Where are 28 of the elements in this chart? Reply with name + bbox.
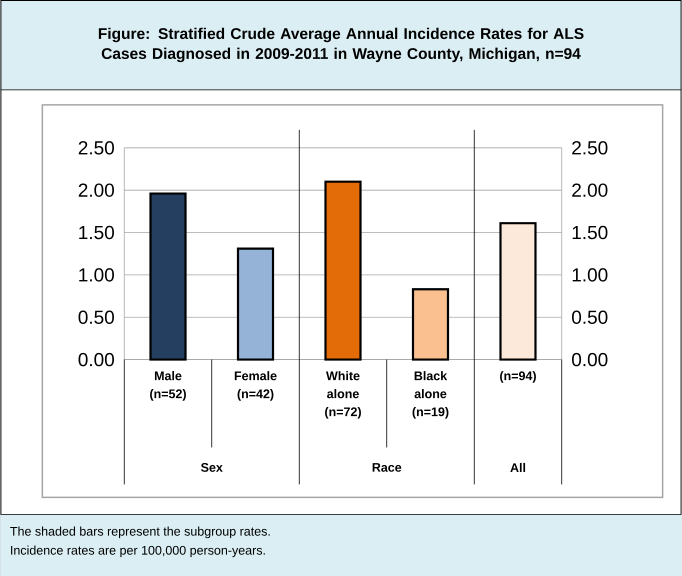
bar <box>236 247 274 361</box>
y-tick-label: 0.50 <box>78 310 114 324</box>
x-tick-label: Black alone (n=19) <box>412 370 448 419</box>
y2-tick-label: 1.00 <box>572 268 608 282</box>
text: Race <box>372 462 402 472</box>
bar <box>324 180 362 361</box>
bar <box>412 288 450 361</box>
y2-tick-label: 2.00 <box>572 183 608 197</box>
y2-tick-label: 2.50 <box>572 140 608 154</box>
y-tick-label: 2.00 <box>78 183 114 197</box>
text: Incidence rates are per 100,000 person-years. <box>11 545 265 557</box>
x-tick-label: White alone (n=72) <box>325 370 361 419</box>
y-tick-label: 1.00 <box>79 268 114 282</box>
y2-tick-label: 0.50 <box>572 310 608 324</box>
x-tick-label: Male (n=52) <box>150 370 186 401</box>
y-tick-label: 1.50 <box>79 226 114 240</box>
y-tick-label: 2.50 <box>78 140 114 154</box>
x-tick-label: (n=94) <box>500 370 536 383</box>
y2-tick-label: 1.50 <box>572 226 608 240</box>
x-tick-label: Female (n=42) <box>234 370 277 401</box>
text: Sex <box>201 462 223 472</box>
y-tick-label: 0.00 <box>78 352 114 366</box>
y2-tick-label: 0.00 <box>572 352 608 366</box>
bar <box>499 222 537 361</box>
text: The shaded bars represent the subgroup rates. <box>10 526 270 538</box>
chart-title: Figure: Stratified Crude Average Annual Incidence Rates for ALS Cases Diagnosed in 2009-2011 in Wayne County, Michigan, n=94 <box>98 28 584 62</box>
bar <box>149 192 187 361</box>
text: All <box>510 462 526 472</box>
